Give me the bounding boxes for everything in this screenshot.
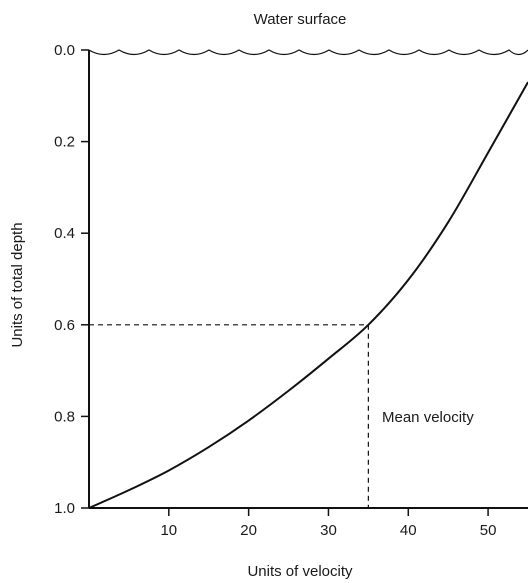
tick-layer: 0.0 0.2 0.4 0.6 0.8 1.0 10 20 30 40 50 [54, 42, 496, 539]
velocity-curve [88, 81, 528, 509]
y-tick-label: 1.0 [54, 500, 75, 517]
water-surface-wave-line [88, 49, 528, 56]
x-tick-label: 20 [240, 522, 257, 539]
x-tick-label: 10 [160, 522, 177, 539]
velocity-curve-layer [88, 81, 528, 509]
x-tick-label: 30 [320, 522, 337, 539]
water-surface-label: Water surface [254, 11, 347, 28]
reference-lines [89, 324, 369, 508]
y-tick-label: 0.8 [54, 408, 75, 425]
x-tick-label: 40 [400, 522, 417, 539]
y-axis-label: Units of total depth [9, 222, 26, 347]
x-axis-label: Units of velocity [247, 563, 353, 580]
y-tick-label: 0.0 [54, 42, 75, 59]
axes-layer [88, 50, 528, 509]
y-tick-label: 0.4 [54, 225, 75, 242]
y-tick-label: 0.6 [54, 317, 75, 334]
water-surface-waves [88, 49, 528, 56]
y-tick-label: 0.2 [54, 134, 75, 151]
x-tick-label: 50 [480, 522, 497, 539]
mean-velocity-annotation: Mean velocity [382, 409, 474, 426]
